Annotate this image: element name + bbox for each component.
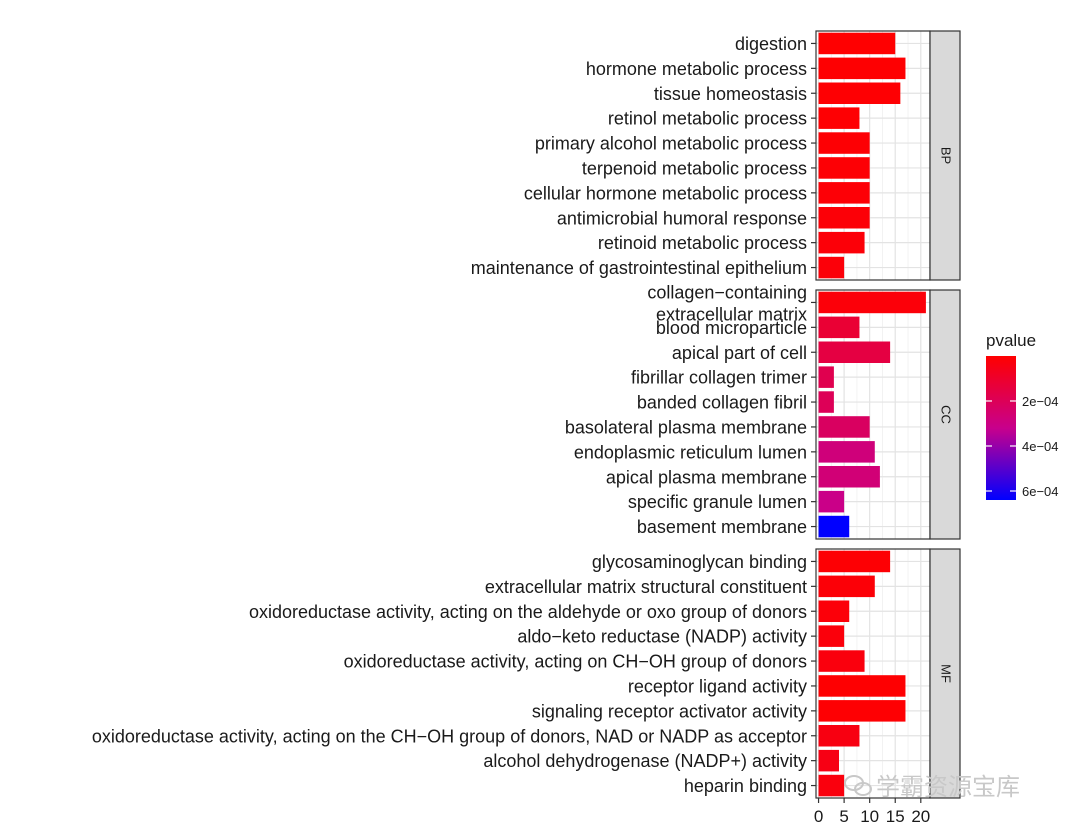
watermark: 学霸资源宝库 xyxy=(844,774,1020,801)
x-tick-label: 20 xyxy=(911,807,930,826)
bar xyxy=(818,107,860,129)
x-tick-label: 10 xyxy=(860,807,879,826)
category-label: oxidoreductase activity, acting on the a… xyxy=(249,602,807,622)
category-label: apical part of cell xyxy=(672,343,807,363)
bar xyxy=(818,256,845,279)
category-label: basolateral plasma membrane xyxy=(565,417,807,437)
bar xyxy=(818,466,880,488)
facet-strip xyxy=(929,30,961,281)
category-label: antimicrobial humoral response xyxy=(557,208,807,228)
category-label: receptor ligand activity xyxy=(628,676,807,696)
legend-tick-label: 2e−04 xyxy=(1022,394,1059,409)
category-label: blood microparticle xyxy=(656,318,807,338)
category-label: hormone metabolic process xyxy=(586,59,807,79)
category-label: collagen−containing extracellular matrix xyxy=(647,282,807,324)
category-label: primary alcohol metabolic process xyxy=(535,134,807,154)
category-label: apical plasma membrane xyxy=(606,467,807,487)
category-label: glycosaminoglycan binding xyxy=(592,552,807,572)
facet-strip xyxy=(929,289,961,540)
category-label: cellular hormone metabolic process xyxy=(524,183,807,203)
category-label: banded collagen fibril xyxy=(637,393,807,413)
bar xyxy=(818,441,875,463)
bar xyxy=(818,650,865,672)
bar xyxy=(818,57,906,80)
category-label: oxidoreductase activity, acting on CH−OH… xyxy=(344,652,807,672)
x-tick-label: 5 xyxy=(839,807,848,826)
watermark-text: 学霸资源宝库 xyxy=(876,774,1020,801)
x-axis: 0 5 10 15 20 xyxy=(814,798,930,826)
bar xyxy=(818,725,860,747)
bar xyxy=(818,291,926,314)
wechat-icon xyxy=(844,775,872,796)
bar xyxy=(818,82,901,104)
facet-strip-label: MF xyxy=(939,664,954,683)
facet-bp: digestion hormone metabolic process tissue… xyxy=(471,30,961,281)
category-label: retinol metabolic process xyxy=(608,109,807,129)
category-label: extracellular matrix structural constitu… xyxy=(485,577,807,597)
category-label: oxidoreductase activity, acting on the C… xyxy=(92,726,807,746)
legend-title: pvalue xyxy=(986,331,1036,350)
x-tick-label: 15 xyxy=(886,807,905,826)
facet-strip xyxy=(929,548,961,799)
bar xyxy=(818,391,834,413)
category-label: endoplasmic reticulum lumen xyxy=(574,442,807,462)
bar xyxy=(818,675,906,697)
bar xyxy=(818,515,850,538)
category-label: signaling receptor activator activity xyxy=(532,701,807,721)
bar xyxy=(818,575,875,598)
category-label: maintenance of gastrointestinal epitheli… xyxy=(471,258,807,278)
category-label: fibrillar collagen trimer xyxy=(631,368,807,388)
facet-mf: glycosaminoglycan binding extracellular m… xyxy=(92,548,961,799)
bar xyxy=(818,207,870,229)
bar xyxy=(818,341,891,363)
bar xyxy=(818,157,870,179)
category-label: specific granule lumen xyxy=(628,492,807,512)
category-label: terpenoid metabolic process xyxy=(582,158,807,178)
bar xyxy=(818,231,865,254)
bar xyxy=(818,700,906,722)
bar xyxy=(818,749,840,772)
bar xyxy=(818,625,845,647)
bar xyxy=(818,490,845,513)
bar xyxy=(818,416,870,438)
bar xyxy=(818,600,850,622)
bar xyxy=(818,774,845,797)
bar xyxy=(818,550,891,573)
bar xyxy=(818,316,860,339)
bar xyxy=(818,182,870,204)
bar xyxy=(818,132,870,154)
category-label: heparin binding xyxy=(684,776,807,796)
category-label: tissue homeostasis xyxy=(654,84,807,104)
x-tick-label: 0 xyxy=(814,807,823,826)
facet-strip-label: BP xyxy=(939,147,954,164)
bar xyxy=(818,32,896,55)
legend-tick-label: 4e−04 xyxy=(1022,439,1059,454)
category-label: alcohol dehydrogenase (NADP+) activity xyxy=(483,751,807,771)
category-label: basement membrane xyxy=(637,517,807,537)
category-label: aldo−keto reductase (NADP) activity xyxy=(517,627,807,647)
bar xyxy=(818,366,834,388)
legend-tick-label: 6e−04 xyxy=(1022,484,1059,499)
facet-strip-label: CC xyxy=(939,405,954,424)
category-label: digestion xyxy=(735,34,807,54)
colorbar xyxy=(986,356,1016,500)
facet-panels: digestion hormone metabolic process tissue… xyxy=(92,30,961,799)
facet-cc: collagen−containing extracellular matrixb… xyxy=(565,282,961,540)
pvalue-legend: pvalue 2e−04 4e−04 6e−04 xyxy=(986,331,1059,500)
category-label: retinoid metabolic process xyxy=(598,233,807,253)
